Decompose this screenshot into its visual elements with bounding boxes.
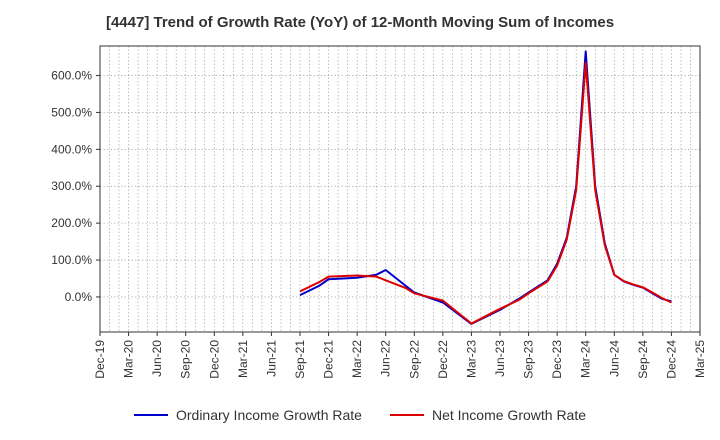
y-tick-label: 500.0% [51, 105, 92, 119]
legend-item-ordinary: Ordinary Income Growth Rate [133, 407, 362, 423]
legend-swatch-ordinary [133, 414, 168, 416]
series-line-ordinary [299, 50, 672, 325]
x-tick-label: Jun-24 [607, 340, 621, 377]
y-tick-label: 400.0% [51, 142, 92, 156]
x-tick-label: Mar-25 [693, 340, 707, 378]
y-tick-label: 0.0% [65, 290, 93, 304]
x-tick-label: Dec-19 [93, 340, 107, 379]
x-tick-label: Jun-21 [264, 340, 278, 377]
x-tick-label: Mar-24 [579, 340, 593, 378]
x-tick-label: Sep-24 [636, 340, 650, 379]
y-tick-label: 200.0% [51, 216, 92, 230]
chart-title: [4447] Trend of Growth Rate (YoY) of 12-… [105, 14, 615, 31]
legend-label-ordinary: Ordinary Income Growth Rate [175, 407, 362, 423]
x-tick-label: Mar-21 [236, 340, 250, 378]
series-line-net [299, 61, 672, 325]
x-tick-label: Sep-20 [179, 340, 193, 379]
x-tick-label: Sep-23 [522, 340, 536, 379]
x-tick-label: Mar-20 [122, 340, 136, 378]
x-tick-label: Dec-24 [664, 340, 678, 379]
x-tick-label: Dec-22 [436, 340, 450, 379]
legend-label-net: Net Income Growth Rate [431, 407, 587, 423]
x-tick-label: Sep-22 [407, 340, 421, 379]
x-tick-label: Mar-23 [464, 340, 478, 378]
y-tick-label: 100.0% [51, 253, 92, 267]
x-tick-label: Sep-21 [293, 340, 307, 379]
x-tick-label: Jun-20 [150, 340, 164, 377]
legend-swatch-net [389, 414, 424, 416]
y-tick-label: 300.0% [51, 179, 92, 193]
legend: Ordinary Income Growth Rate Net Income G… [0, 404, 720, 426]
x-tick-label: Jun-23 [493, 340, 507, 377]
x-tick-label: Dec-21 [322, 340, 336, 379]
legend-item-net: Net Income Growth Rate [389, 407, 587, 423]
x-tick-label: Jun-22 [379, 340, 393, 377]
plot-area-frame [99, 45, 701, 333]
y-tick-label: 600.0% [51, 69, 92, 83]
x-tick-label: Dec-20 [207, 340, 221, 379]
x-tick-label: Mar-22 [350, 340, 364, 378]
x-tick-label: Dec-23 [550, 340, 564, 379]
